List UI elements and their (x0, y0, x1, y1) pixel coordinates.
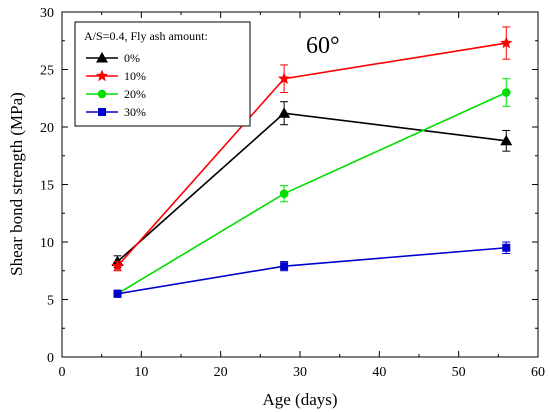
x-axis-title: Age (days) (262, 390, 337, 409)
data-point (97, 89, 107, 99)
data-point (277, 72, 291, 84)
y-tick-label: 5 (47, 294, 54, 309)
legend-label: 30% (124, 105, 146, 119)
data-point (95, 69, 109, 82)
data-point (279, 189, 289, 198)
data-point (500, 134, 513, 146)
x-tick-label: 10 (134, 365, 148, 380)
y-tick-label: 20 (40, 121, 54, 136)
legend-entries: 0% 10% 20% 30% (86, 51, 146, 119)
data-point (96, 52, 108, 63)
data-point (278, 107, 291, 118)
y-tick-label: 0 (47, 351, 54, 366)
legend-entry: 30% (86, 105, 146, 119)
x-tick-label: 40 (372, 365, 386, 380)
series-10pct (111, 26, 513, 272)
y-axis-title: Shear bond strength (MPa) (7, 92, 26, 276)
x-tick-label: 0 (59, 365, 66, 380)
series-30pct (113, 241, 511, 298)
x-tick-label: 50 (452, 365, 466, 380)
legend-entry: 10% (86, 69, 146, 83)
x-tick-label: 30 (293, 365, 307, 380)
legend-entry: 20% (86, 87, 146, 101)
series-line (117, 112, 507, 263)
legend-entry: 0% (86, 51, 140, 65)
data-point (501, 88, 511, 97)
data-point (502, 243, 511, 252)
series-20pct (113, 78, 511, 299)
legend-label: 10% (124, 69, 146, 83)
data-point (280, 262, 289, 271)
axis-ticks (61, 11, 539, 358)
legend-label: 0% (124, 51, 140, 65)
y-tick-label: 30 (40, 6, 54, 21)
series-line (117, 246, 507, 295)
data-point (98, 108, 106, 116)
y-tick-label: 15 (40, 179, 54, 194)
series-layer (111, 26, 513, 299)
legend-label: 20% (124, 87, 146, 101)
y-tick-label: 25 (40, 64, 54, 79)
x-tick-label: 60 (531, 365, 545, 380)
series-0pct (111, 101, 513, 268)
tick-labels: 0 10 20 30 40 50 60 0 5 10 15 20 25 30 (40, 6, 545, 380)
data-point (111, 259, 124, 272)
x-tick-label: 20 (214, 365, 228, 380)
data-point (500, 36, 513, 49)
legend-title: A/S=0.4, Fly ash amount: (84, 29, 208, 43)
data-point (113, 289, 122, 298)
legend: A/S=0.4, Fly ash amount: 0% 10% 20% 30% (74, 21, 251, 127)
y-tick-label: 10 (40, 236, 54, 251)
angle-annotation: 60° (306, 33, 340, 59)
